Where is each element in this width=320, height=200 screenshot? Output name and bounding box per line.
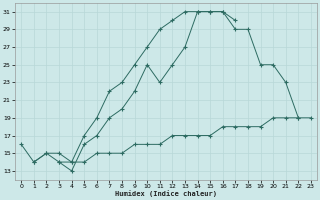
X-axis label: Humidex (Indice chaleur): Humidex (Indice chaleur) [115,190,217,197]
